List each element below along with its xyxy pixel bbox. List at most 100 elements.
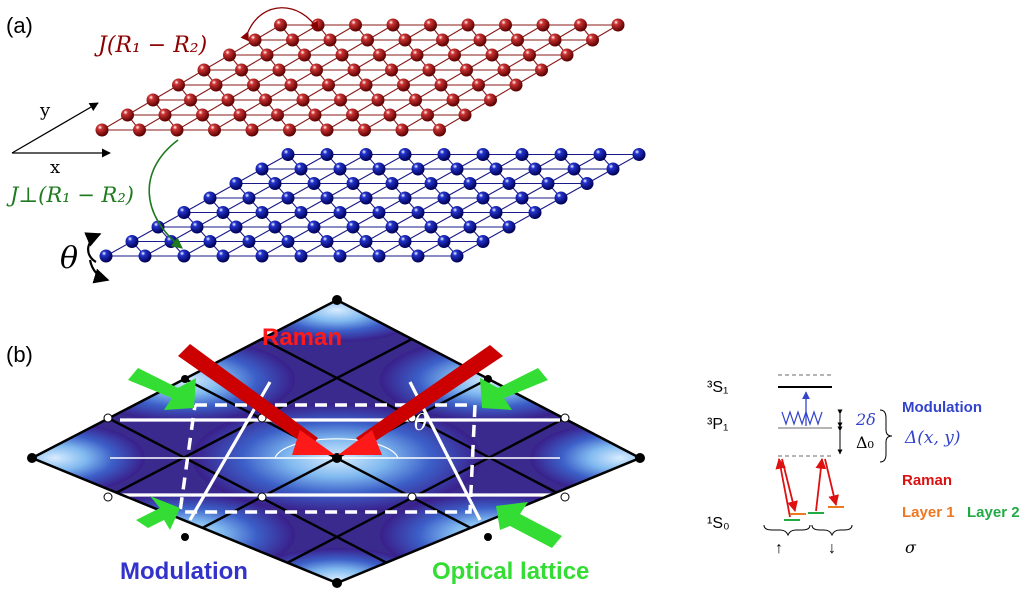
red-lattice-site [245,123,259,137]
blue-lattice-site [606,162,620,176]
raman-beams [178,344,503,455]
twist-arrow-down [88,259,110,284]
raman-arrow-3 [815,457,827,512]
red-lattice-site [373,48,386,62]
red-lattice-site [499,18,512,32]
blue-lattice-site [424,177,438,190]
blue-lattice-site [307,220,321,234]
spin-up-brace [763,524,811,537]
blue-lattice-site [437,148,451,161]
blue-lattice-site [216,206,230,219]
raman-arrow-4 [824,458,839,507]
blue-lattice-site [151,220,165,234]
blue-lattice-site [294,249,308,263]
red-lattice-site [310,63,323,77]
red-lattice-site [274,18,287,32]
blue-lattice-site [593,148,607,161]
raman-arrow-2 [781,458,798,513]
red-lattice-site [536,18,550,32]
optical-lattice-surface [27,295,645,588]
red-lattice-site [296,93,310,107]
intra-hopping-arrow [240,7,319,42]
detuning-brace [879,409,893,463]
red-lattice-site [158,108,172,122]
red-lattice-site [121,108,134,122]
blue-lattice-site [242,235,256,248]
red-lattice-site [409,93,422,107]
red-lattice-site [349,18,362,32]
red-lattice-site [233,108,247,122]
red-lattice-site [320,123,334,137]
twist-angle-label: θ [60,241,78,276]
layer1-label: Layer 1 [902,504,955,521]
red-lattice-site [436,33,449,47]
spin-down-label: ↓ [828,540,836,557]
s0-label: ¹S₀ [707,515,730,532]
blue-lattice-site [450,206,464,219]
blue-lattice-site [437,235,451,248]
blue-lattice-site [307,177,321,190]
blue-lattice-site [489,162,503,176]
red-lattice-site [535,63,548,77]
blue-lattice-site [502,220,516,234]
blue-lattice-site [411,162,425,176]
blue-lattice-site [320,191,334,205]
blue-lattice-site [554,191,568,205]
blue-lattice-site [372,249,386,263]
red-lattice-site [184,93,197,107]
red-lattice-site [197,63,211,77]
blue-lattice-site [424,220,438,234]
red-lattice-site [259,93,272,107]
red-lattice-site [361,33,374,47]
blue-lattice-site [528,206,542,219]
red-lattice-site [221,93,235,107]
red-lattice-site [386,18,400,32]
p1-label: ³P₁ [707,416,728,433]
level-modulation-label: Modulation [902,399,982,416]
blue-lattice-site [346,177,360,190]
blue-lattice-site [476,191,490,205]
x-axis-label: x [50,157,60,178]
optical-lattice-beams [128,368,562,548]
red-lattice-site [548,33,562,47]
red-lattice-site [523,48,536,62]
red-lattice-site [283,123,296,137]
red-lattice-site [397,78,410,92]
blue-lattice-site [242,191,256,205]
blue-lattice-site [255,206,269,219]
blue-lattice-site [268,177,282,190]
red-lattice-site [358,123,371,137]
red-lattice-site [209,78,223,92]
red-lattice-site [611,18,625,32]
red-lattice-site [398,33,412,47]
blue-lattice-site [463,177,477,190]
level-diagram [763,374,893,537]
s1-label: ³S₁ [707,379,728,396]
red-lattice-site [497,63,511,77]
blue-lattice-site [229,220,243,234]
red-lattice-site [260,48,274,62]
delta-xy-label: Δ(x, y) [904,428,961,448]
blue-lattice-site [333,162,347,176]
blue-lattice-site [255,249,269,263]
blue-lattice-site [515,148,529,161]
blue-lattice-site [333,249,347,263]
blue-lattice-site [281,148,295,161]
red-lattice-site [322,78,335,92]
blue-lattice-site [554,148,568,161]
blue-lattice-site [450,162,464,176]
blue-lattice-site [372,206,386,219]
blue-lattice-site [463,220,477,234]
blue-lattice-site [515,191,529,205]
red-lattice-site [335,48,349,62]
blue-lattice-site [229,177,243,190]
blue-lattice-site [320,235,334,248]
blue-lattice-site [359,148,373,161]
blue-lattice-site [281,191,295,205]
red-lattice-site [272,63,286,77]
two-delta-label: 2δ [855,410,876,429]
blue-lattice-site [255,162,269,176]
red-lattice-site [448,48,461,62]
blue-lattice-site [203,191,217,205]
